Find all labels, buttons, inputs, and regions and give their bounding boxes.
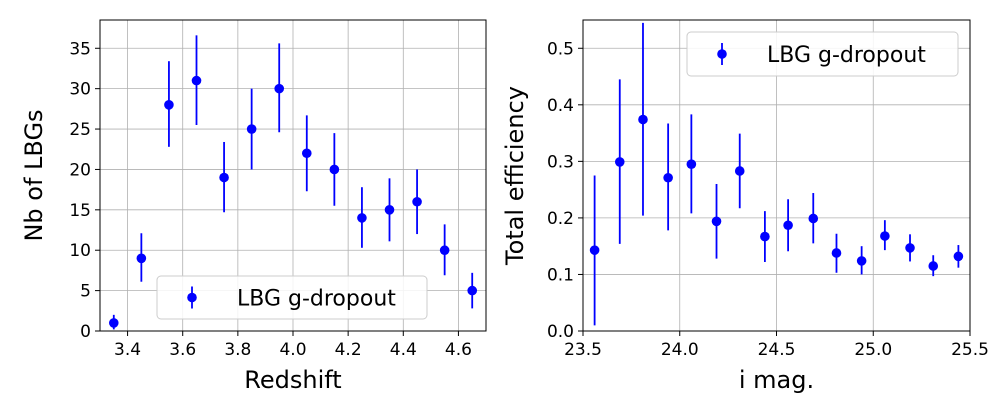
- data-point: [831, 248, 842, 258]
- data-point: [219, 172, 229, 183]
- legend-label: LBG g-dropout: [237, 287, 396, 312]
- data-point: [905, 243, 915, 253]
- y-tick-label: 0.0: [547, 322, 574, 342]
- y-tick-label: 35: [69, 39, 91, 59]
- y-tick-label: 15: [69, 201, 91, 221]
- legend: LBG g-dropout: [686, 31, 959, 77]
- data-point: [467, 285, 478, 296]
- panel-imag: 23.5 24.0 24.5 25.0 25.5 0.0 0.1 0.2 0.3 0.4 0.5 i …: [501, 19, 989, 394]
- data-point: [953, 251, 964, 262]
- data-point: [856, 256, 867, 266]
- data-point: [614, 157, 625, 167]
- data-point: [412, 196, 422, 207]
- data-point: [686, 159, 697, 169]
- data-point: [638, 114, 648, 125]
- y-tick-label: 0.2: [547, 209, 574, 229]
- legend-box: [156, 275, 428, 320]
- y-tick-label: 0.4: [547, 96, 574, 116]
- x-axis-label: Redshift: [244, 366, 341, 394]
- x-tick-label: 25.5: [951, 340, 989, 360]
- panel-redshift: 3.4 3.6 3.8 4.0 4.2 4.4 4.6 0 5 10 15 20 25 30 35 Redsh…: [20, 19, 487, 394]
- x-tick-label: 24.0: [661, 340, 699, 360]
- x-tick-label: 23.5: [564, 340, 602, 360]
- legend-label: LBG g-dropout: [767, 43, 926, 68]
- data-point: [808, 213, 819, 224]
- legend: LBG g-dropout: [156, 275, 428, 320]
- y-tick-label: 10: [69, 241, 91, 261]
- y-axis-label: Total efficiency: [501, 86, 529, 266]
- y-tick-label: 5: [80, 282, 91, 302]
- data-point: [301, 148, 312, 159]
- data-point: [589, 245, 600, 255]
- x-tick-label: 4.0: [279, 340, 306, 360]
- data-point: [357, 213, 367, 223]
- legend-marker: [187, 292, 197, 303]
- y-tick-label: 0.3: [547, 152, 574, 172]
- x-tick-label: 4.2: [335, 340, 362, 360]
- legend-marker: [717, 49, 727, 59]
- x-tick-label: 24.5: [758, 340, 796, 360]
- x-axis-label: i mag.: [739, 366, 814, 394]
- data-point: [880, 231, 890, 241]
- x-tick-label: 4.6: [445, 340, 472, 360]
- data-point: [136, 253, 147, 264]
- x-tick-label: 25.0: [854, 340, 892, 360]
- x-tick-label: 4.4: [390, 340, 417, 360]
- data-point: [384, 205, 395, 215]
- data-point: [329, 164, 340, 175]
- data-point: [734, 166, 745, 176]
- data-point: [760, 231, 770, 242]
- y-tick-label: 0: [80, 322, 91, 342]
- data-point: [108, 318, 119, 328]
- x-tick-label: 3.8: [224, 340, 251, 360]
- data-point: [191, 75, 202, 86]
- y-tick-label: 25: [69, 120, 91, 140]
- y-tick-label: 0.1: [547, 265, 574, 285]
- legend-box: [686, 31, 959, 77]
- data-point: [928, 261, 939, 271]
- y-tick-label: 20: [69, 160, 91, 180]
- y-tick-label: 0.5: [547, 39, 574, 59]
- data-point: [663, 172, 673, 183]
- y-axis-label: Nb of LBGs: [20, 109, 48, 241]
- data-point: [274, 83, 285, 94]
- x-tick-label: 3.4: [114, 340, 141, 360]
- data-point: [439, 245, 450, 256]
- y-tick-label: 30: [69, 80, 91, 100]
- data-point: [783, 220, 793, 231]
- data-point: [246, 124, 257, 134]
- data-point: [711, 216, 722, 227]
- data-point: [164, 100, 174, 110]
- x-tick-label: 3.6: [169, 340, 196, 360]
